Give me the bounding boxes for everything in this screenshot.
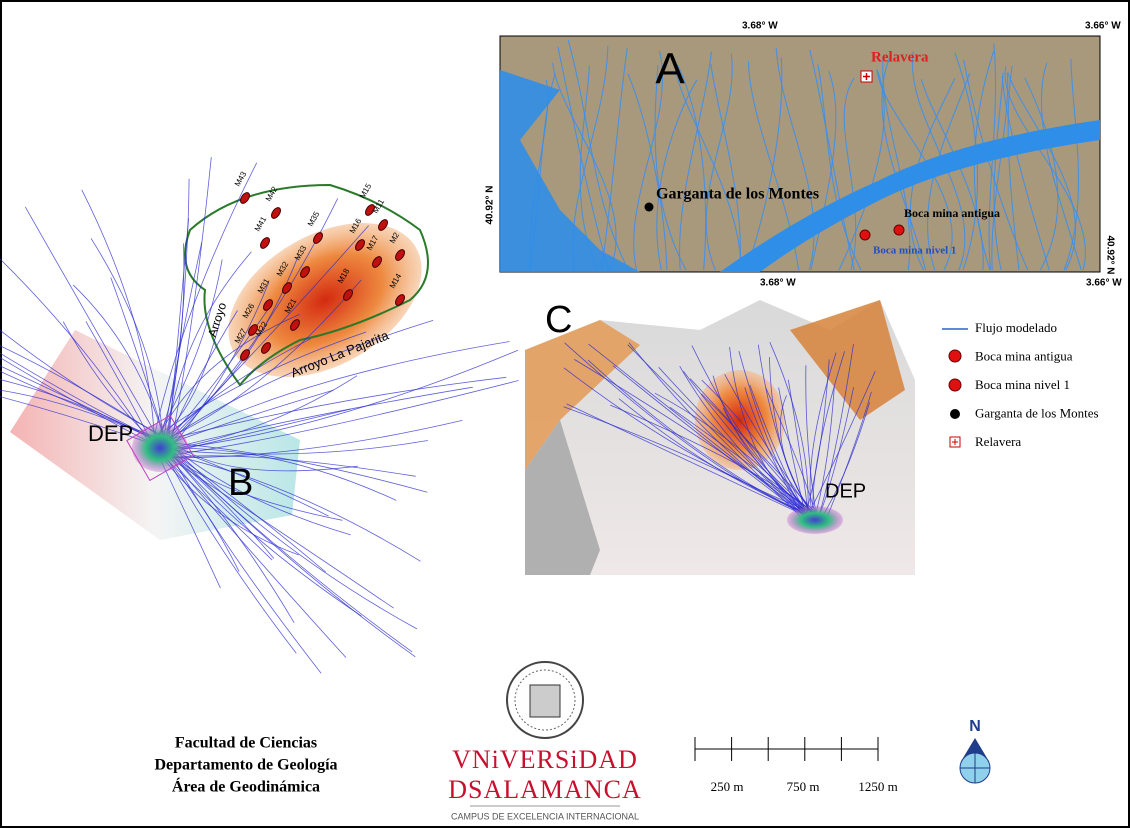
panel-c: C DEP <box>525 299 915 575</box>
legend-swatch <box>949 379 961 391</box>
coord-label: 3.68° W <box>760 278 796 289</box>
dep-zone <box>787 506 843 534</box>
seal-shield <box>530 685 560 717</box>
place-label: Boca mina nivel 1 <box>873 245 956 257</box>
scale-label: 750 m <box>787 779 820 794</box>
mine-marker <box>894 225 904 235</box>
legend-label: Boca mina antigua <box>975 348 1073 363</box>
institution-line: Departamento de Geología <box>154 757 337 774</box>
panel-label: A <box>655 45 685 94</box>
coord-label: 40.92° N <box>485 185 496 224</box>
university-tagline: CAMPUS DE EXCELENCIA INTERNACIONAL <box>451 811 639 821</box>
place-label: Boca mina antigua <box>904 206 1000 220</box>
legend-label: Garganta de los Montes <box>975 405 1099 420</box>
panel-label: B <box>228 462 253 504</box>
university-name: VNiVERSiDAD <box>452 745 638 774</box>
legend-swatch <box>950 409 960 419</box>
panel-a: A Relavera Garganta de los Montes Boca m… <box>485 21 1123 289</box>
legend-swatch <box>949 350 961 362</box>
figure: DEP B Arroyo Arroyo La Pajarita M43M42M4… <box>0 0 1130 828</box>
village-marker <box>645 203 654 212</box>
coord-label: 3.66° W <box>1086 278 1122 289</box>
university-name: DSALAMANCA <box>448 775 641 804</box>
legend-label: Relavera <box>975 434 1021 449</box>
panel-label: C <box>545 299 572 341</box>
institution-line: Área de Geodinámica <box>172 777 320 796</box>
institution-line: Facultad de Ciencias <box>175 735 317 752</box>
north-label: N <box>969 718 981 735</box>
place-label: Garganta de los Montes <box>656 186 819 203</box>
coord-label: 3.66° W <box>1085 21 1121 32</box>
scale-label: 250 m <box>711 779 744 794</box>
mine-marker <box>860 230 870 240</box>
coord-label: 40.92° N <box>1104 235 1115 274</box>
dep-label: DEP <box>825 480 866 502</box>
coord-label: 3.68° W <box>742 21 778 32</box>
scale-label: 1250 m <box>858 779 897 794</box>
legend-label: Boca mina nivel 1 <box>975 377 1070 392</box>
dep-label: DEP <box>88 421 133 446</box>
legend-label: Flujo modelado <box>975 320 1057 335</box>
place-label: Relavera <box>871 49 929 65</box>
